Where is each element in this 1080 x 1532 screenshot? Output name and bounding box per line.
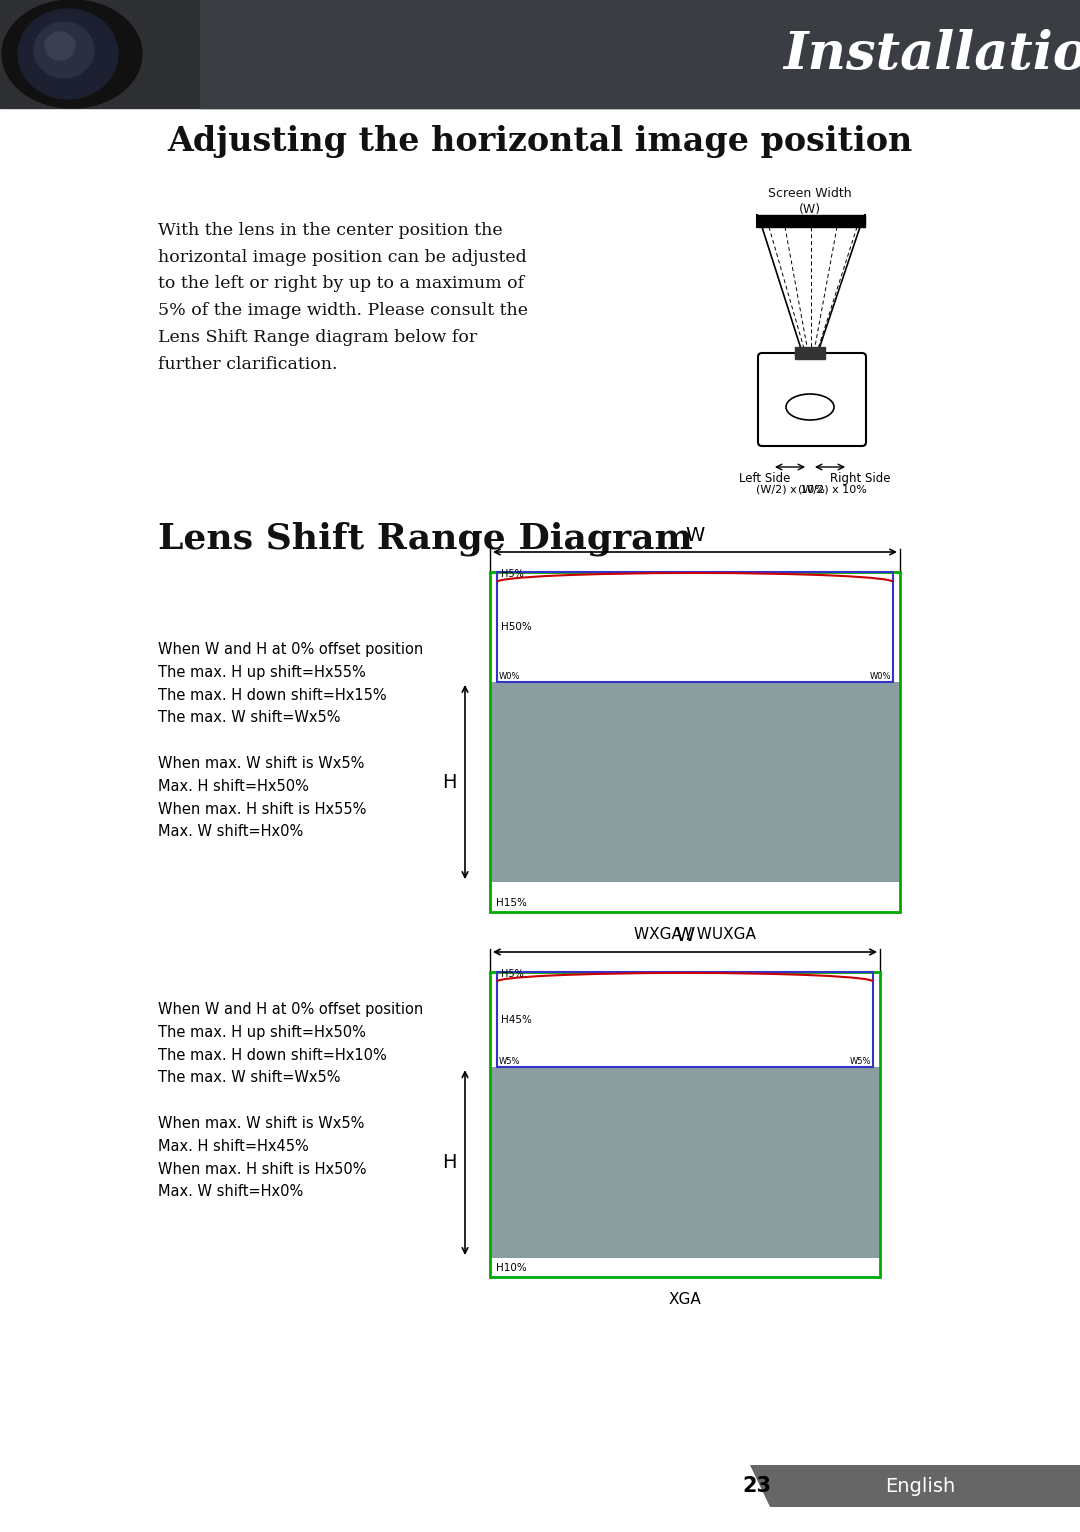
Text: H45%: H45% bbox=[501, 1016, 531, 1025]
Text: Right Side: Right Side bbox=[831, 472, 891, 486]
Text: 23: 23 bbox=[743, 1475, 771, 1497]
Bar bbox=[700, 1465, 1080, 1507]
Text: H15%: H15% bbox=[496, 898, 527, 908]
Text: XGA: XGA bbox=[669, 1291, 701, 1307]
Text: H: H bbox=[443, 772, 457, 792]
Text: W0%: W0% bbox=[499, 673, 521, 682]
Ellipse shape bbox=[2, 0, 141, 107]
Text: Left Side: Left Side bbox=[739, 472, 789, 486]
Text: H10%: H10% bbox=[496, 1262, 527, 1273]
Bar bbox=[497, 971, 873, 1068]
Ellipse shape bbox=[33, 21, 94, 78]
Bar bbox=[490, 571, 900, 912]
Bar bbox=[0, 0, 1080, 107]
Bar bbox=[795, 348, 825, 358]
Bar bbox=[497, 571, 893, 682]
Text: Installation: Installation bbox=[783, 29, 1080, 80]
Text: English: English bbox=[885, 1477, 955, 1495]
Text: With the lens in the center position the
horizontal image position can be adjust: With the lens in the center position the… bbox=[158, 222, 528, 372]
Text: When W and H at 0% offset position
The max. H up shift=Hx50%
The max. H down shi: When W and H at 0% offset position The m… bbox=[158, 1002, 423, 1200]
Bar bbox=[780, 1465, 1080, 1507]
Text: W5%: W5% bbox=[850, 1057, 870, 1066]
Text: H5%: H5% bbox=[501, 968, 524, 979]
Text: Lens Shift Range Diagram: Lens Shift Range Diagram bbox=[158, 522, 692, 556]
Ellipse shape bbox=[45, 32, 75, 60]
Text: (W/2) x 10%: (W/2) x 10% bbox=[797, 486, 866, 495]
Text: W0%: W0% bbox=[869, 673, 891, 682]
Bar bbox=[490, 682, 900, 882]
Text: H5%: H5% bbox=[501, 568, 524, 579]
Ellipse shape bbox=[18, 9, 118, 100]
Text: W: W bbox=[686, 525, 704, 545]
Text: H50%: H50% bbox=[501, 622, 531, 633]
Text: When W and H at 0% offset position
The max. H up shift=Hx55%
The max. H down shi: When W and H at 0% offset position The m… bbox=[158, 642, 423, 840]
Text: (W/2) x 10%: (W/2) x 10% bbox=[756, 486, 824, 495]
Text: H: H bbox=[443, 1154, 457, 1172]
Text: Adjusting the horizontal image position: Adjusting the horizontal image position bbox=[167, 126, 913, 158]
Bar bbox=[490, 971, 880, 1278]
Bar bbox=[757, 214, 865, 227]
Bar bbox=[490, 1068, 880, 1258]
Text: WXGA / WUXGA: WXGA / WUXGA bbox=[634, 927, 756, 942]
Text: W5%: W5% bbox=[499, 1057, 521, 1066]
Ellipse shape bbox=[786, 394, 834, 420]
Polygon shape bbox=[750, 1465, 800, 1507]
FancyBboxPatch shape bbox=[758, 352, 866, 446]
Text: W: W bbox=[675, 925, 694, 945]
Text: Screen Width
(W): Screen Width (W) bbox=[768, 187, 852, 216]
Bar bbox=[200, 0, 1080, 107]
